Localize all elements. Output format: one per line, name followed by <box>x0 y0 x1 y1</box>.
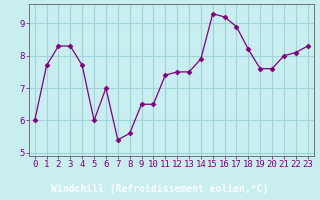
Text: Windchill (Refroidissement éolien,°C): Windchill (Refroidissement éolien,°C) <box>51 183 269 194</box>
